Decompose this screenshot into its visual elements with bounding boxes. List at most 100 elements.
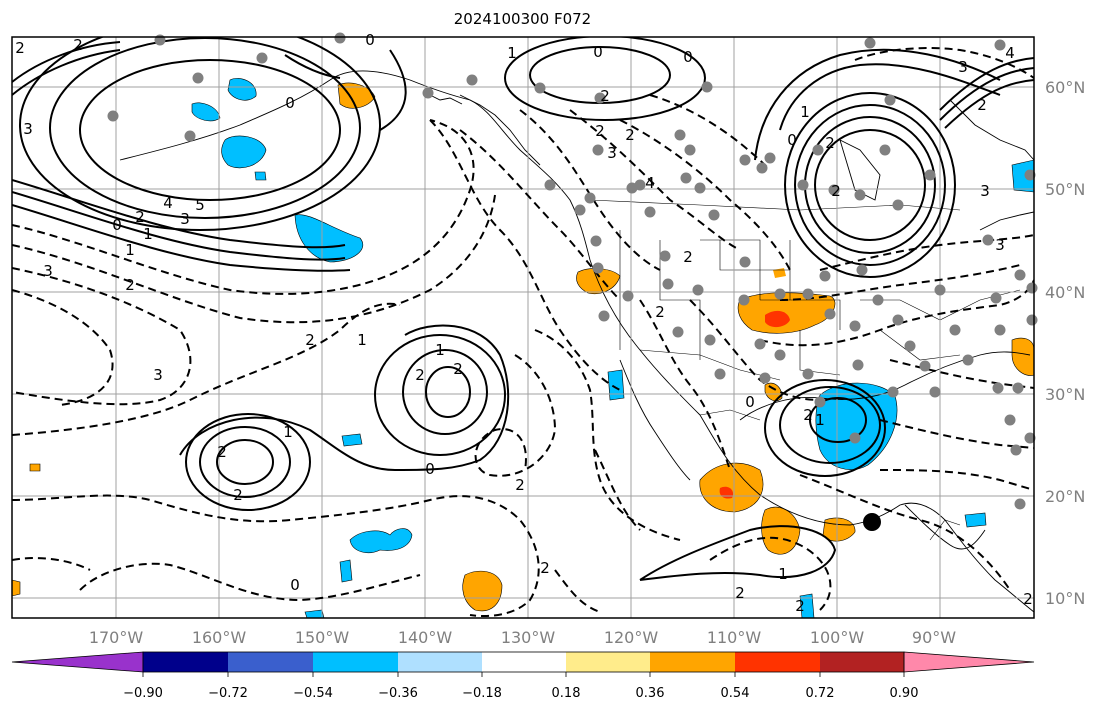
lon-label: 90°W — [912, 628, 956, 647]
contour-label: 2 — [453, 360, 463, 378]
contour-label: 4 — [645, 174, 655, 192]
contour-label: 2 — [655, 303, 665, 321]
lat-label: 30°N — [1045, 385, 1085, 404]
colorbar-segment — [313, 652, 398, 672]
lat-label: 10°N — [1045, 589, 1085, 608]
colorbar-segment — [482, 652, 566, 672]
contour-label: 1 — [283, 423, 293, 441]
lon-label: 150°W — [295, 628, 350, 647]
contour-label: 2 — [831, 182, 841, 200]
contour-label: 1 — [815, 411, 825, 429]
colorbar-tick-label: 0.72 — [806, 686, 835, 701]
colorbar-segment — [143, 652, 228, 672]
station-markers — [107, 32, 1038, 510]
colorbar-segment — [228, 652, 313, 672]
contour-label: 2 — [600, 87, 610, 105]
colorbar-tick-label: 0.54 — [721, 686, 750, 701]
plot-frame — [11, 36, 1035, 619]
map-title: 2024100300 F072 — [453, 10, 592, 28]
contour-label: 2 — [305, 331, 315, 349]
colorbar-tick-label: 0.36 — [636, 686, 665, 701]
contour-label: 1 — [125, 241, 135, 259]
lat-label: 40°N — [1045, 283, 1085, 302]
contour-label: 0 — [683, 48, 693, 66]
contour-label: 2 — [233, 486, 243, 504]
colorbar-tick-label: 0.18 — [552, 686, 581, 701]
contour-label: 3 — [153, 366, 163, 384]
contour-label: 3 — [995, 236, 1005, 254]
contour-label: 1 — [800, 103, 810, 121]
lon-label: 100°W — [810, 628, 865, 647]
contour-label: 3 — [43, 262, 53, 280]
contour-label: 0 — [593, 43, 603, 61]
contour-label: 2 — [125, 276, 135, 294]
colorbar-tick-label: −0.54 — [293, 686, 333, 701]
contour-label: 1 — [507, 44, 517, 62]
colorbar-segment — [566, 652, 650, 672]
contour-label: 2 — [73, 36, 83, 54]
contour-label: 2 — [540, 559, 550, 577]
contour-label: 2 — [977, 96, 987, 114]
contour-label: 2 — [515, 476, 525, 494]
contour-label: 2 — [1023, 590, 1033, 608]
colorbar-tick-label: 0.90 — [890, 686, 919, 701]
contour-label: 3 — [980, 182, 990, 200]
contour-label: 2 — [825, 134, 835, 152]
longitude-labels: 170°W 160°W 150°W 140°W 130°W 120°W 110°… — [89, 628, 956, 647]
colorbar-segment — [735, 652, 820, 672]
contour-label: 2 — [625, 126, 635, 144]
contour-label: 2 — [135, 208, 145, 226]
contour-label: 2 — [683, 248, 693, 266]
colorbar-tick-label: −0.36 — [378, 686, 418, 701]
contour-label: 2 — [795, 597, 805, 615]
colorbar-segment — [11, 651, 144, 673]
contour-label: 0 — [745, 393, 755, 411]
lon-label: 170°W — [89, 628, 144, 647]
lon-label: 120°W — [604, 628, 659, 647]
lon-label: 160°W — [192, 628, 247, 647]
contour-label: 5 — [195, 196, 205, 214]
colorbar-segment — [820, 652, 904, 672]
contour-label: 0 — [365, 31, 375, 49]
lat-label: 60°N — [1045, 78, 1085, 97]
contour-label: 1 — [778, 565, 788, 583]
lon-label: 140°W — [398, 628, 453, 647]
contour-label: 2 — [15, 39, 25, 57]
storm-center-marker — [863, 513, 881, 531]
contour-label: 0 — [425, 460, 435, 478]
contour-label: 0 — [787, 131, 797, 149]
colorbar-tick-label: −0.72 — [208, 686, 248, 701]
contour-label: 1 — [435, 341, 445, 359]
plot-area — [12, 37, 1034, 618]
contour-label: 4 — [1005, 44, 1015, 62]
latitude-labels: 60°N 50°N 40°N 30°N 20°N 10°N — [1045, 78, 1085, 608]
contour-label: 1 — [357, 331, 367, 349]
contour-label: 2 — [803, 406, 813, 424]
contour-label: 3 — [23, 120, 33, 138]
colorbar-segment — [650, 652, 735, 672]
lon-label: 130°W — [501, 628, 556, 647]
contour-label: 2 — [217, 443, 227, 461]
lon-label: 110°W — [707, 628, 762, 647]
contour-label: 4 — [163, 194, 173, 212]
contour-label: 1 — [143, 225, 153, 243]
contour-label: 0 — [112, 216, 122, 234]
contour-label: 2 — [595, 122, 605, 140]
contour-label: 0 — [290, 576, 300, 594]
colorbar-segment — [398, 652, 482, 672]
colorbar-tick-label: −0.18 — [462, 686, 502, 701]
contour-label: 3 — [607, 144, 617, 162]
colorbar-segment — [903, 651, 1035, 673]
dashed-contours — [12, 47, 1034, 618]
contour-labels: 2 0 2 2 3 3 4 5 3 2 1 0 1 2 3 2 1 2 2 1 … — [15, 31, 1033, 615]
lat-label: 50°N — [1045, 180, 1085, 199]
contour-label: 0 — [285, 94, 295, 112]
lat-label: 20°N — [1045, 487, 1085, 506]
contour-label: 3 — [180, 210, 190, 228]
contour-label: 3 — [958, 58, 968, 76]
contour-label: 2 — [735, 584, 745, 602]
colorbar: −0.90 −0.72 −0.54 −0.36 −0.18 0.18 0.36 … — [11, 651, 1035, 701]
solid-contours — [12, 37, 1034, 581]
contour-label: 2 — [415, 366, 425, 384]
